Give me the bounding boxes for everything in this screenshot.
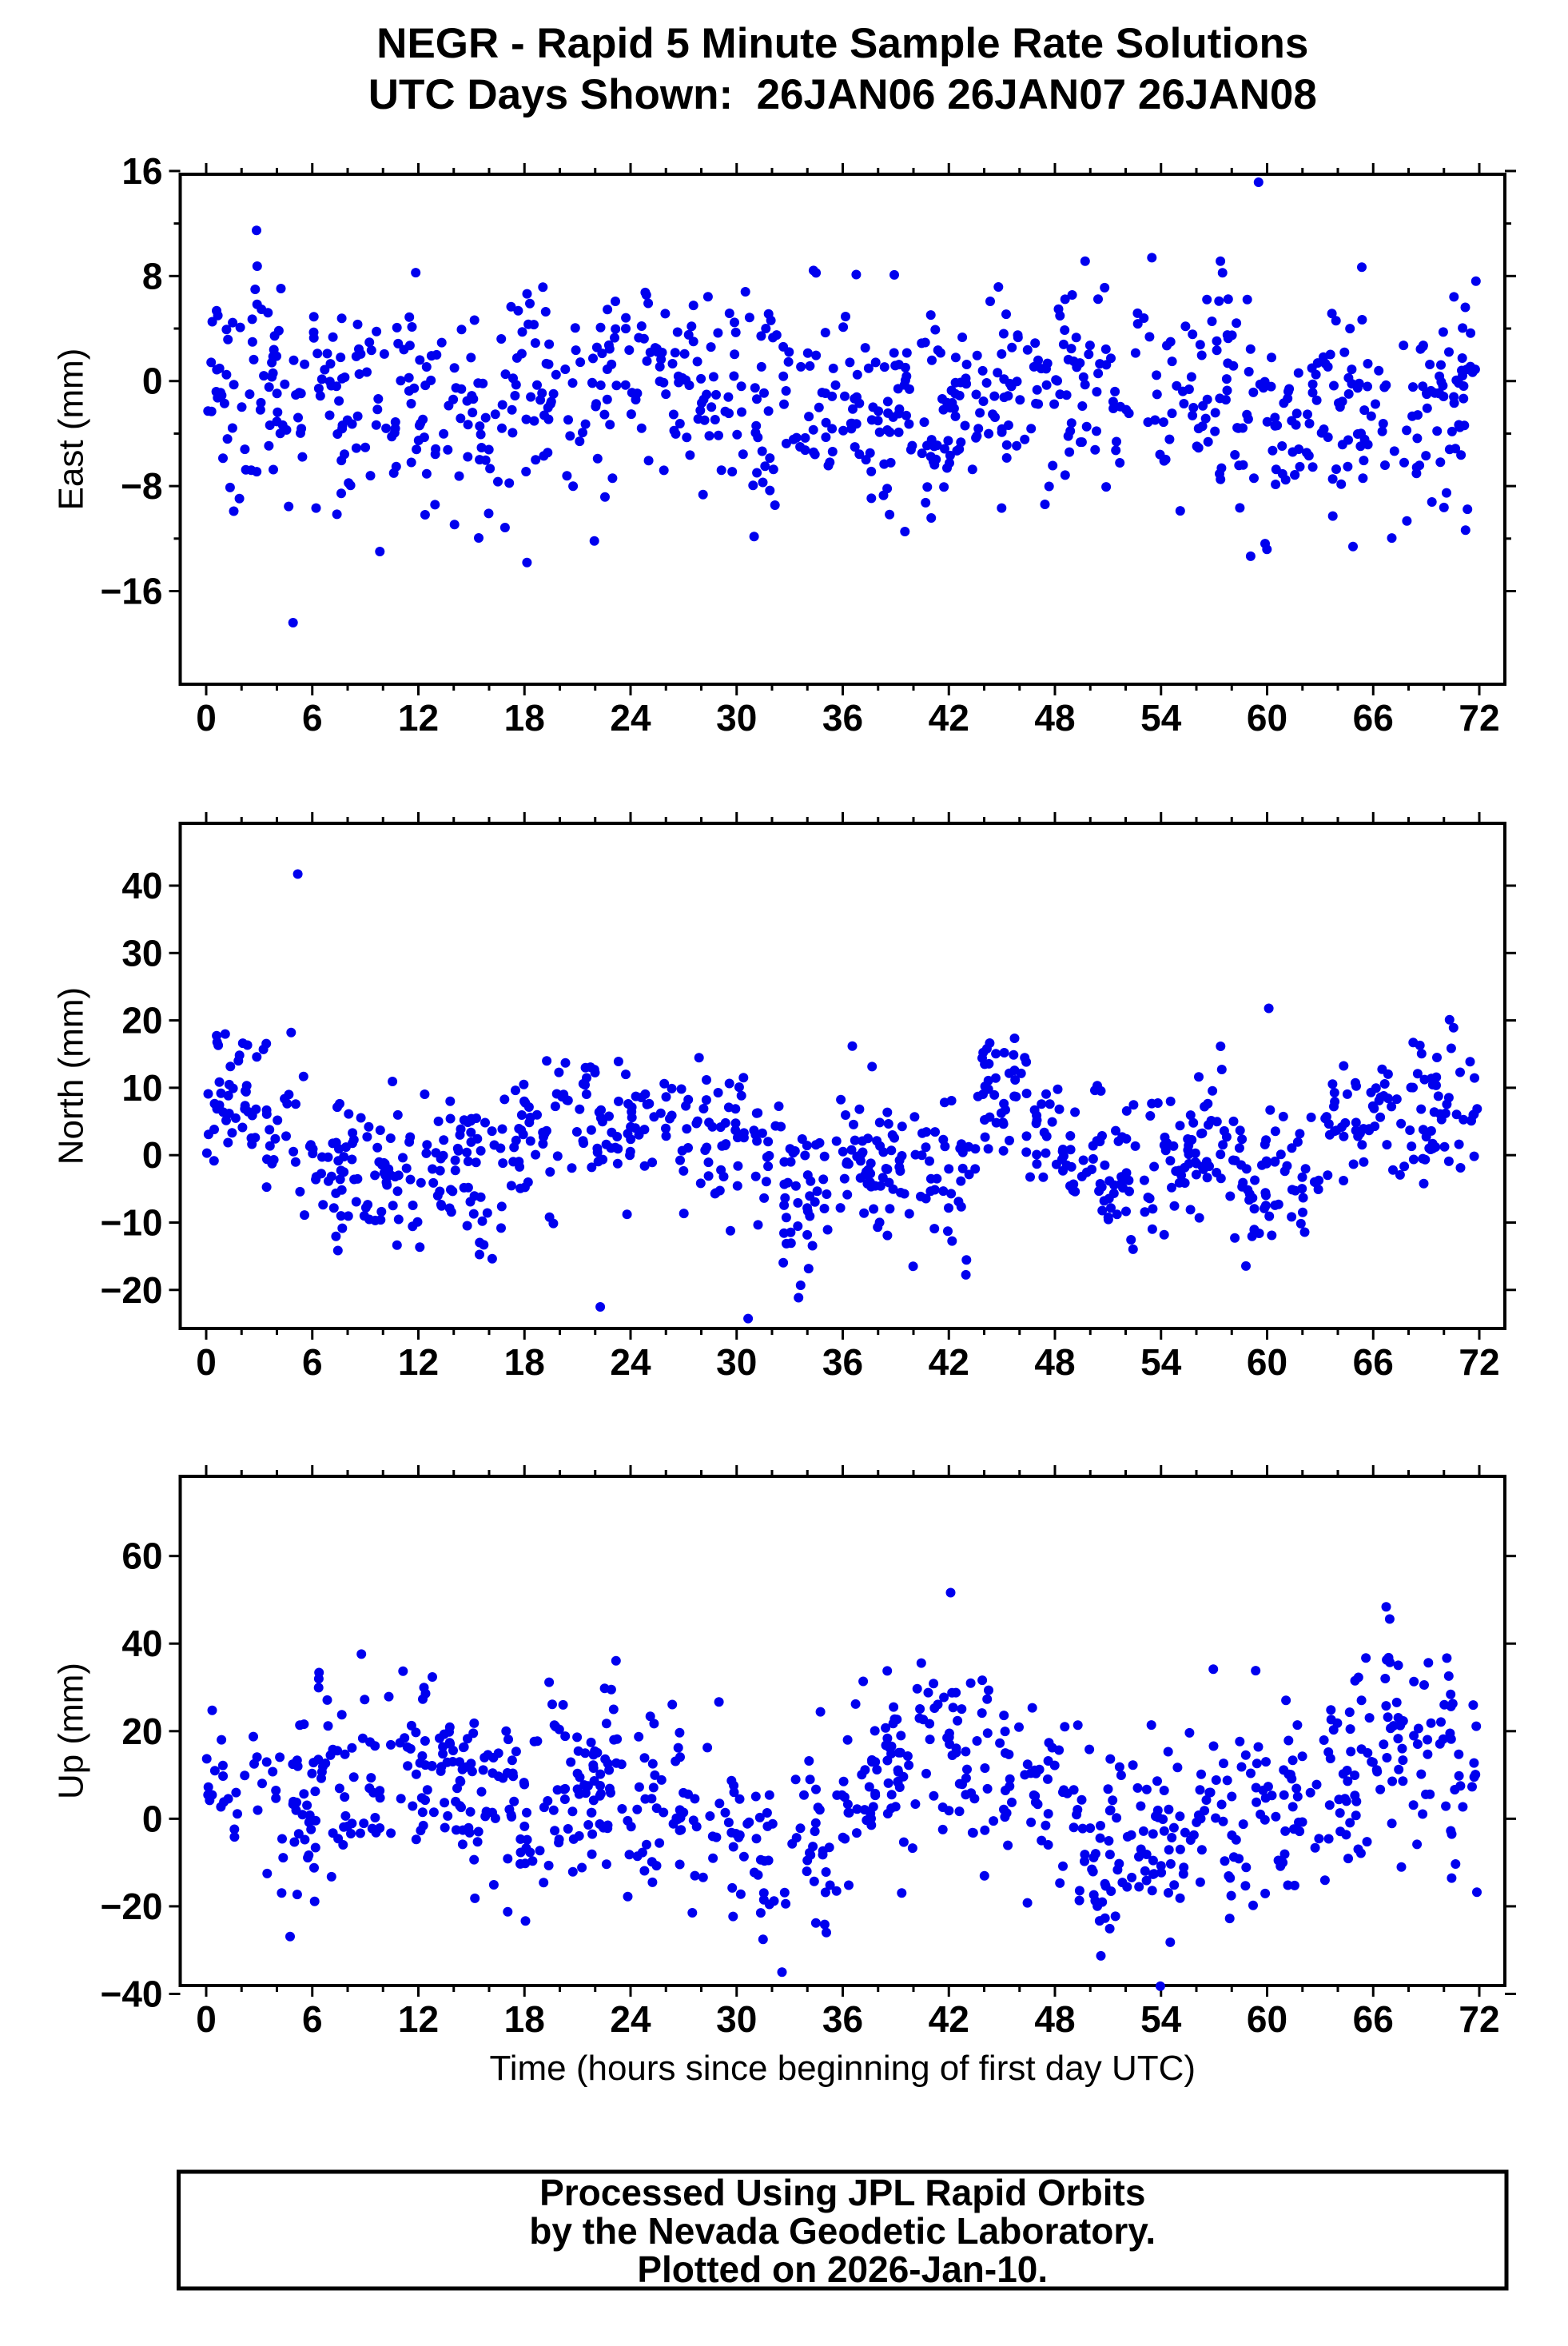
- svg-text:10: 10: [121, 1067, 162, 1109]
- svg-text:40: 40: [121, 1623, 162, 1664]
- svg-text:36: 36: [822, 697, 863, 739]
- svg-text:60: 60: [121, 1535, 162, 1577]
- svg-text:0: 0: [142, 360, 163, 402]
- svg-text:72: 72: [1459, 1998, 1499, 2040]
- svg-text:12: 12: [398, 1998, 439, 2040]
- svg-text:60: 60: [1247, 1998, 1287, 2040]
- svg-text:20: 20: [121, 1000, 162, 1042]
- svg-text:6: 6: [302, 1341, 323, 1383]
- svg-text:−8: −8: [121, 465, 162, 507]
- svg-text:by the Nevada Geodetic Laborat: by the Nevada Geodetic Laboratory.: [529, 2210, 1156, 2252]
- svg-text:Up (mm): Up (mm): [52, 1663, 91, 1799]
- svg-text:54: 54: [1140, 1998, 1182, 2040]
- svg-text:60: 60: [1247, 697, 1287, 739]
- svg-text:30: 30: [716, 1998, 757, 2040]
- svg-text:24: 24: [610, 697, 651, 739]
- svg-text:8: 8: [142, 255, 163, 297]
- svg-text:48: 48: [1034, 1998, 1075, 2040]
- svg-text:18: 18: [504, 1341, 545, 1383]
- svg-text:−20: −20: [100, 1886, 162, 1927]
- svg-text:−20: −20: [100, 1269, 162, 1311]
- svg-text:0: 0: [142, 1798, 163, 1839]
- svg-text:24: 24: [610, 1998, 651, 2040]
- svg-text:0: 0: [196, 1998, 217, 2040]
- svg-text:20: 20: [121, 1711, 162, 1752]
- svg-text:North (mm): North (mm): [52, 987, 91, 1165]
- svg-text:66: 66: [1353, 697, 1394, 739]
- svg-text:NEGR - Rapid 5 Minute Sample R: NEGR - Rapid 5 Minute Sample Rate Soluti…: [376, 20, 1308, 67]
- svg-text:42: 42: [929, 697, 969, 739]
- svg-text:−40: −40: [100, 1973, 162, 2014]
- svg-text:72: 72: [1459, 1341, 1499, 1383]
- svg-text:48: 48: [1034, 697, 1075, 739]
- svg-text:UTC Days Shown: 26JAN06 26JAN: UTC Days Shown: 26JAN06 26JAN07 26JAN08: [368, 71, 1317, 118]
- svg-text:42: 42: [929, 1998, 969, 2040]
- svg-text:36: 36: [822, 1341, 863, 1383]
- svg-text:12: 12: [398, 1341, 439, 1383]
- svg-text:6: 6: [302, 1998, 323, 2040]
- svg-text:East (mm): East (mm): [52, 349, 91, 511]
- svg-text:−10: −10: [100, 1201, 162, 1243]
- svg-text:0: 0: [196, 697, 217, 739]
- svg-text:42: 42: [929, 1341, 969, 1383]
- svg-text:48: 48: [1034, 1341, 1075, 1383]
- svg-text:40: 40: [121, 865, 162, 906]
- svg-text:30: 30: [121, 932, 162, 974]
- svg-text:−16: −16: [100, 571, 162, 612]
- svg-text:6: 6: [302, 697, 323, 739]
- svg-text:0: 0: [142, 1134, 163, 1176]
- svg-text:60: 60: [1247, 1341, 1287, 1383]
- svg-text:36: 36: [822, 1998, 863, 2040]
- svg-text:54: 54: [1140, 1341, 1182, 1383]
- svg-text:18: 18: [504, 1998, 545, 2040]
- svg-text:30: 30: [716, 697, 757, 739]
- svg-text:16: 16: [121, 150, 162, 192]
- svg-text:54: 54: [1140, 697, 1182, 739]
- svg-text:24: 24: [610, 1341, 651, 1383]
- svg-text:66: 66: [1353, 1998, 1394, 2040]
- svg-text:72: 72: [1459, 697, 1499, 739]
- svg-text:0: 0: [196, 1341, 217, 1383]
- svg-text:12: 12: [398, 697, 439, 739]
- svg-text:Plotted on 2026-Jan-10.: Plotted on 2026-Jan-10.: [637, 2248, 1048, 2290]
- svg-text:Time (hours since beginning of: Time (hours since beginning of first day…: [489, 2049, 1196, 2088]
- svg-text:30: 30: [716, 1341, 757, 1383]
- svg-text:18: 18: [504, 697, 545, 739]
- svg-text:66: 66: [1353, 1341, 1394, 1383]
- svg-text:Processed Using JPL Rapid Orbi: Processed Using JPL Rapid Orbits: [539, 2172, 1145, 2213]
